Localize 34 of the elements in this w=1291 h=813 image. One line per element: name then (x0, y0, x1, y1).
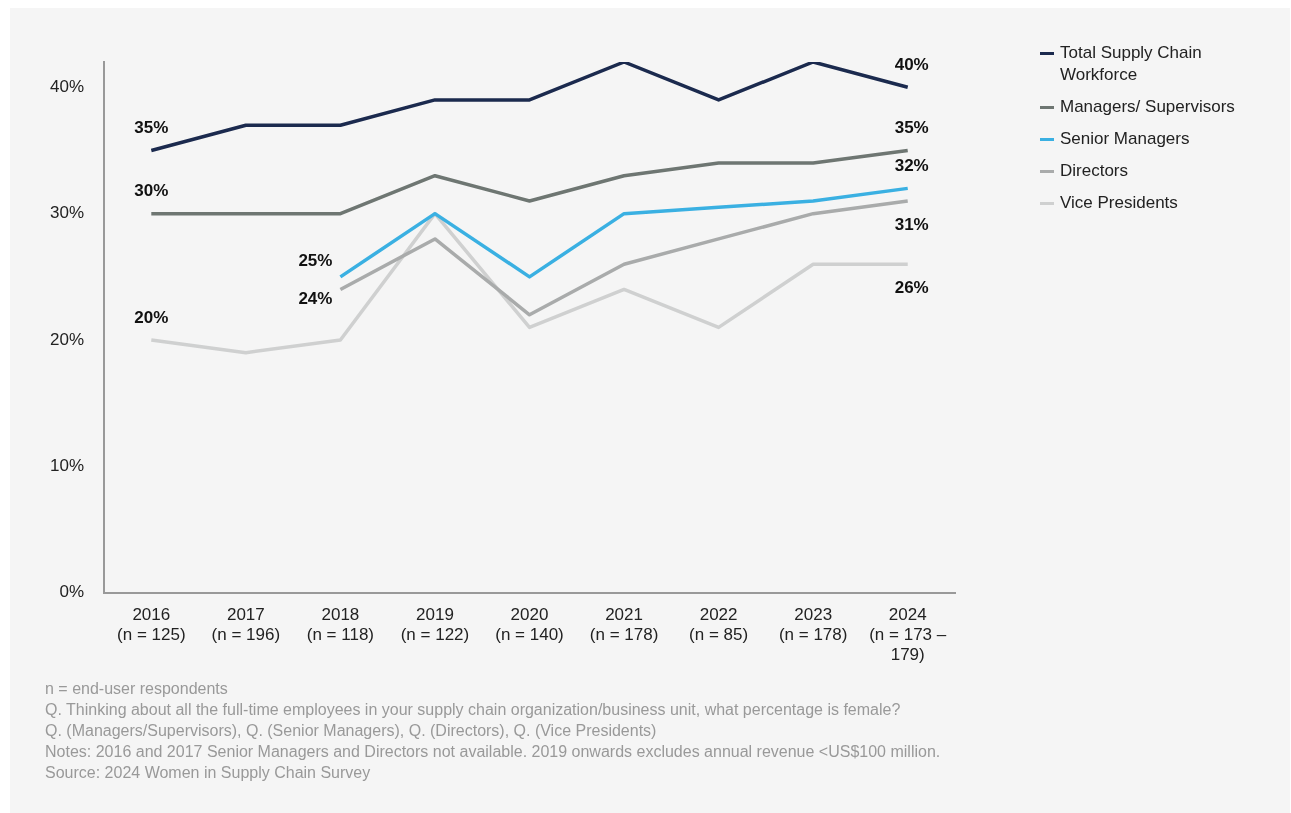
x-tick-label: 2020 (n = 140) (495, 604, 564, 645)
y-tick-label: 0% (59, 582, 85, 602)
x-tick-label: 2019 (n = 122) (400, 604, 470, 645)
legend-label: Directors (1060, 160, 1129, 182)
source-note: Source: 2024 Women in Supply Chain Survey (45, 763, 372, 783)
data-label: 25% (298, 250, 333, 270)
y-tick-label: 20% (49, 329, 85, 349)
text: n = end-user respondents (45, 679, 229, 699)
data-label: 20% (134, 307, 169, 327)
text: Q. Thinking about all the full-time employees in your supply chain organization/business unit, what percentage is female? (45, 700, 902, 720)
text: Q. (Managers/Supervisors), Q. (Senior Managers), Q. (Directors), Q. (Vice Presidents) (45, 721, 658, 741)
x-tick-label: 2024 (n = 173 – 179) (869, 604, 947, 665)
data-label: 24% (298, 289, 333, 309)
data-label: 35% (134, 118, 169, 138)
text: Notes: 2016 and 2017 Senior Managers and Directors not available. 2019 onwards excludes annual revenue <US$100 million. (45, 742, 941, 762)
legend-label: Vice Presidents (1060, 192, 1178, 214)
x-tick-label: 2023 (n = 178) (778, 604, 848, 645)
x-tick-label: 2017 (n = 196) (211, 604, 281, 645)
y-tick-label: 10% (49, 456, 85, 476)
x-tick-label: 2021 (n = 178) (589, 604, 659, 645)
data-label: 32% (894, 156, 929, 176)
x-tick-label: 2016 (n = 125) (117, 604, 186, 645)
legend-label: Senior Managers (1060, 128, 1190, 150)
data-label: 35% (894, 118, 929, 138)
y-tick-label: 40% (49, 76, 85, 96)
data-label: 26% (894, 277, 929, 297)
data-label: 30% (134, 181, 169, 201)
x-tick-label: 2018 (n = 118) (306, 604, 375, 645)
x-tick-label: 2022 (n = 85) (689, 604, 749, 645)
legend-label: Total Supply Chain Workforce (1060, 42, 1203, 86)
legend-label: Managers/ Supervisors (1060, 96, 1235, 118)
data-label: 40% (894, 54, 929, 74)
y-tick-label: 30% (49, 203, 85, 223)
data-label: 31% (894, 214, 929, 234)
